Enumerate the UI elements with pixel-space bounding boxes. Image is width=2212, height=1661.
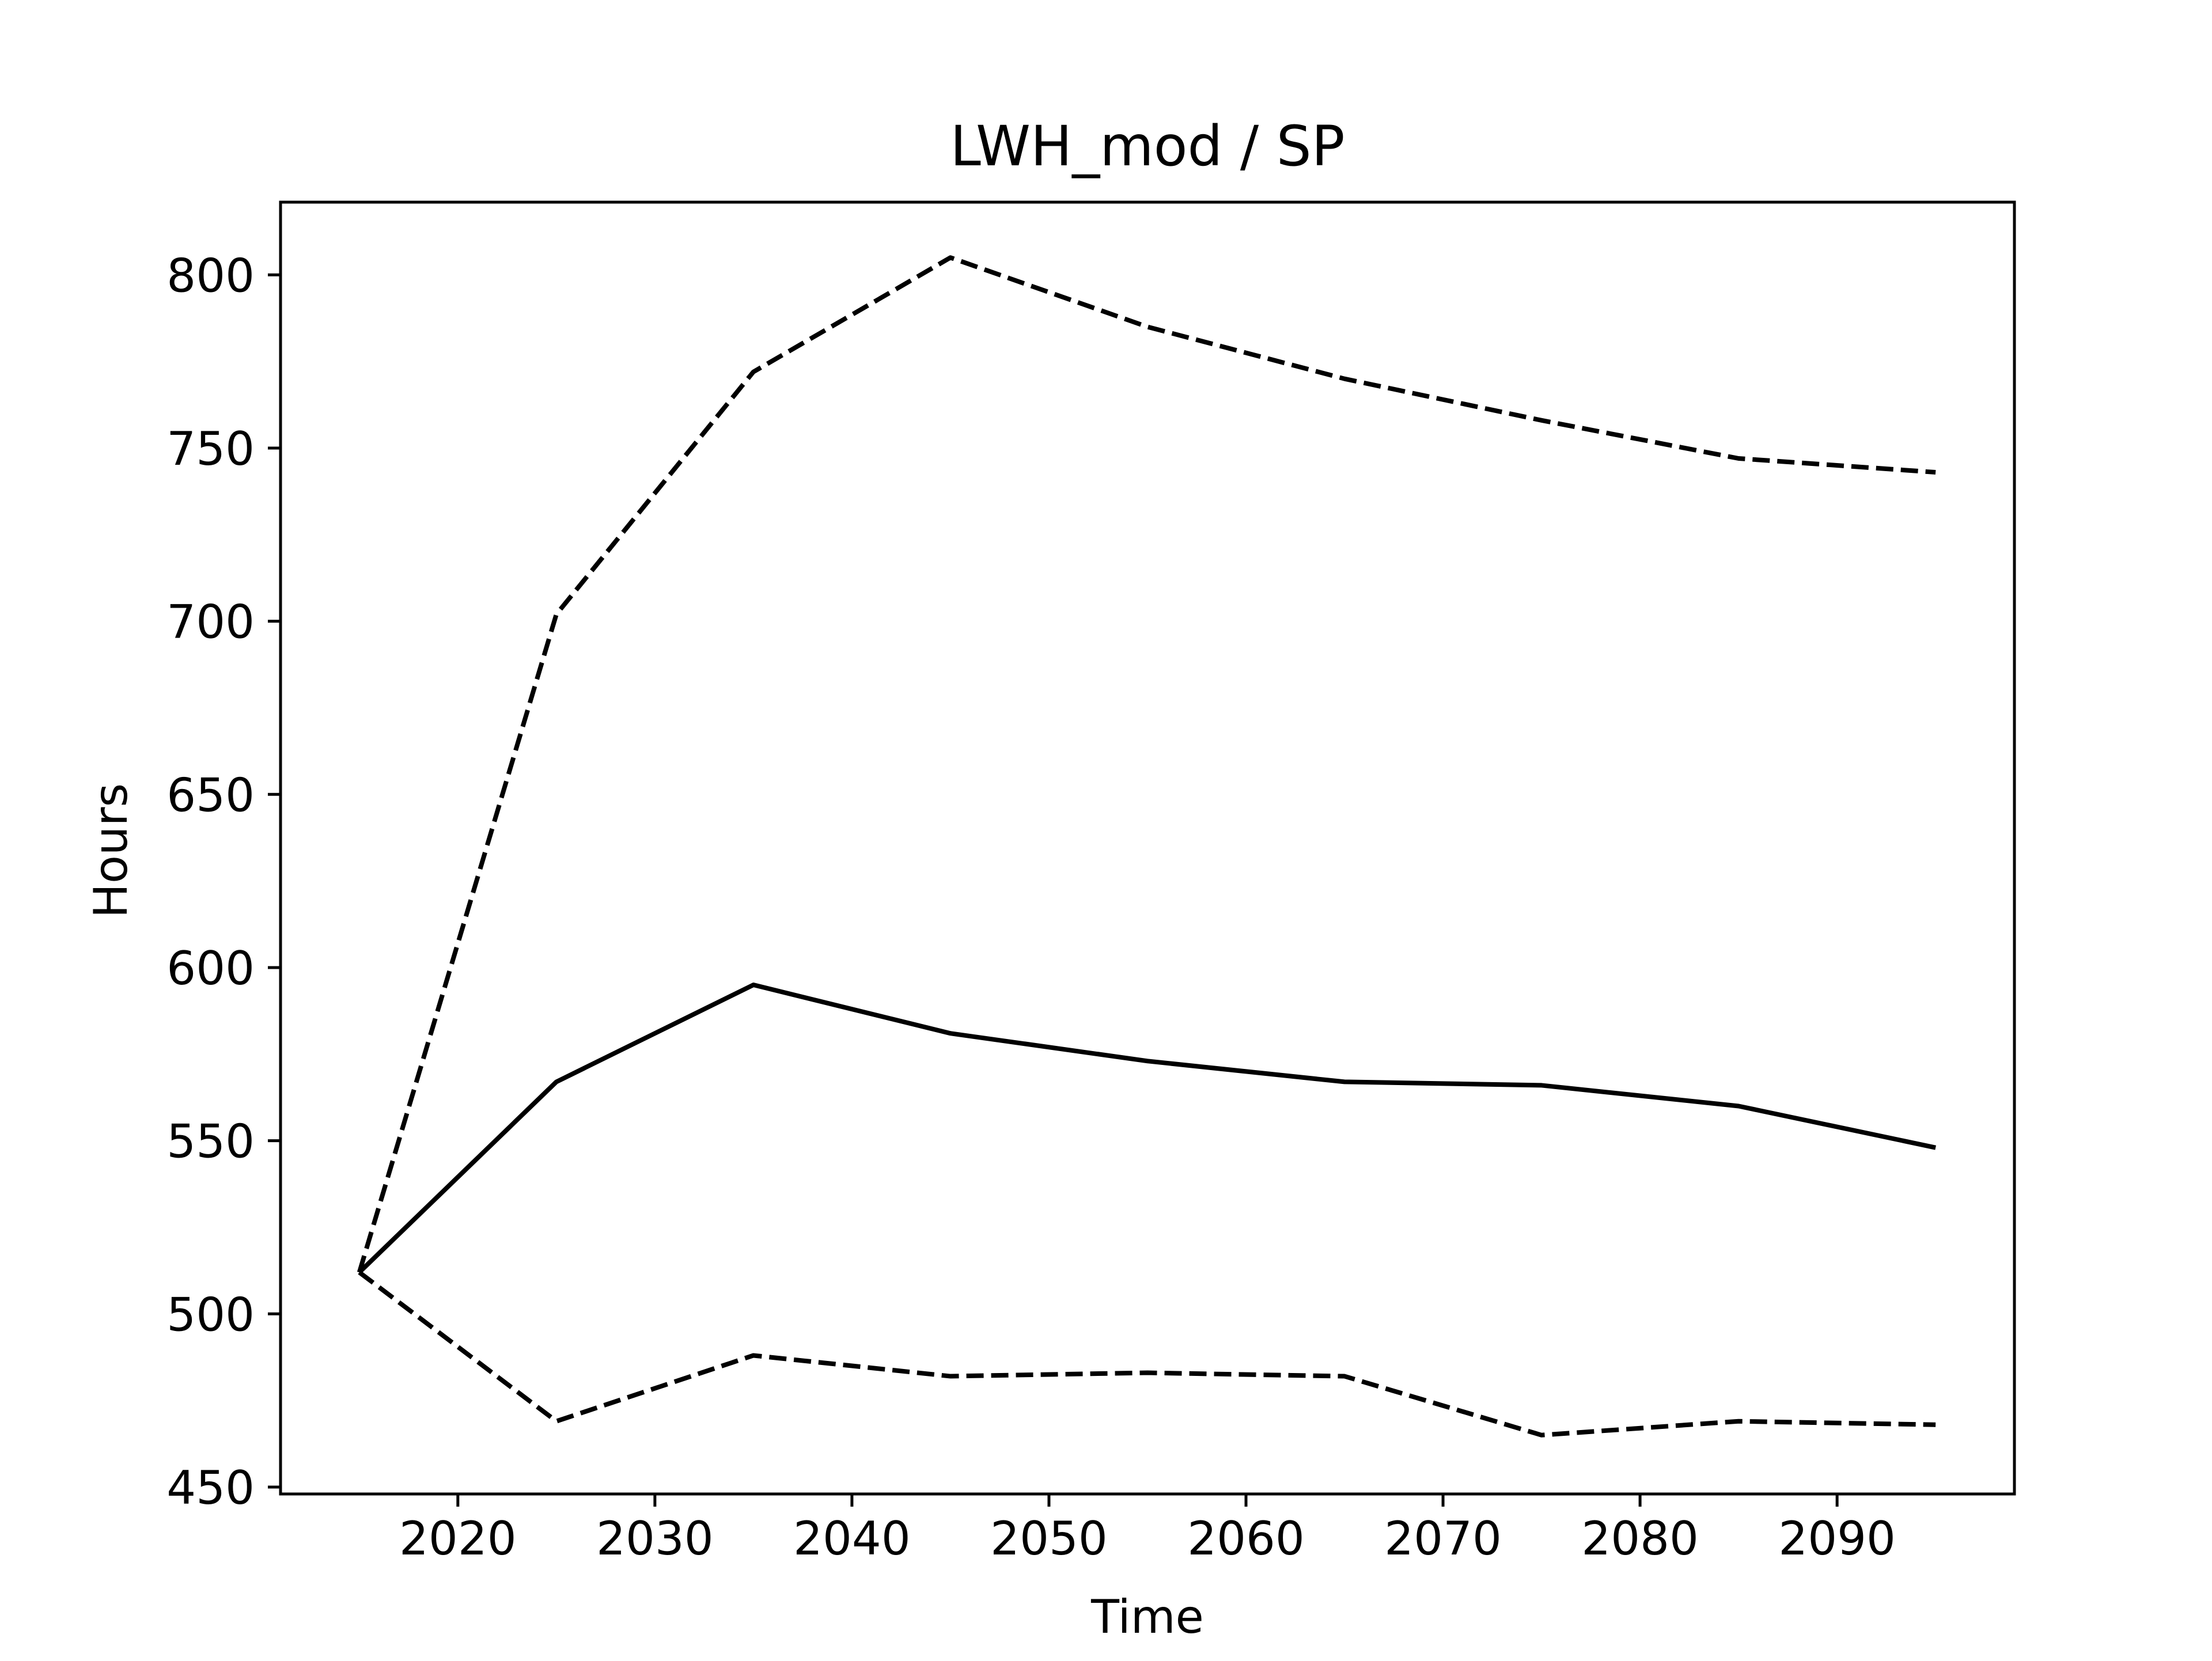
- series-group: [357, 255, 1937, 1438]
- x-tick-label: 2030: [596, 1512, 714, 1565]
- y-tick-label: 450: [166, 1461, 255, 1515]
- plot-area-frame: [279, 200, 2016, 1496]
- y-tick-label: 700: [166, 596, 255, 649]
- y-axis-label: Hours: [84, 783, 138, 918]
- x-tick-label: 2090: [1778, 1512, 1896, 1565]
- x-tick-label: 2070: [1384, 1512, 1502, 1565]
- y-tick-label: 600: [166, 942, 255, 995]
- chart-title: LWH_mod / SP: [950, 114, 1344, 179]
- y-tick-label: 650: [166, 768, 255, 822]
- x-axis-label: Time: [1090, 1590, 1204, 1644]
- x-tick-label: 2020: [399, 1512, 517, 1565]
- y-tick-label: 550: [166, 1115, 255, 1169]
- series-line-1-solid: [358, 983, 1937, 1275]
- x-tick-label: 2050: [990, 1512, 1108, 1565]
- x-tick-label: 2080: [1581, 1512, 1699, 1565]
- y-axis-ticks: 450 500 550 600 650 700 750 800: [166, 249, 281, 1515]
- x-tick-label: 2060: [1187, 1512, 1305, 1565]
- y-tick-label: 800: [166, 249, 255, 302]
- x-tick-label: 2040: [793, 1512, 911, 1565]
- y-tick-label: 750: [166, 422, 255, 476]
- x-axis-ticks: 2020 2030 2040 2050 2060 2070 2080 2090: [399, 1494, 1896, 1565]
- y-tick-label: 500: [166, 1288, 255, 1341]
- series-line-3-dashed: [358, 1270, 1936, 1438]
